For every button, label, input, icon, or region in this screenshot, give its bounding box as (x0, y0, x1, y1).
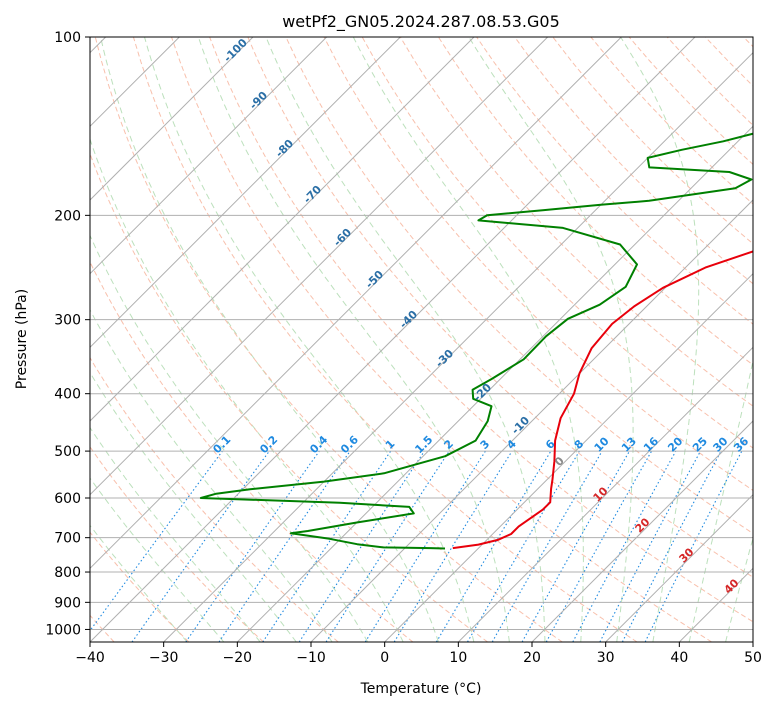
y-tick-label: 200 (54, 208, 81, 224)
dry-adiabat-line (744, 37, 775, 642)
y-tick-label: 600 (54, 491, 81, 507)
moist-adiabat-label: 40 (722, 576, 742, 596)
dry-adiabat-line (438, 37, 775, 642)
dry-adiabat-line (19, 37, 413, 642)
x-tick-label: −20 (223, 650, 253, 666)
moist-adiabat-label: 30 (677, 545, 697, 565)
dry-adiabat-line (553, 37, 775, 642)
x-tick-label: 10 (449, 650, 467, 666)
dry-adiabat-label: -70 (301, 183, 324, 206)
isotherm-line (164, 37, 769, 642)
x-tick-label: 40 (670, 650, 688, 666)
y-tick-label: 100 (54, 30, 81, 46)
x-tick-label: 50 (744, 650, 762, 666)
mixing-ratio-line (573, 451, 676, 642)
dry-adiabat-label: -10 (509, 414, 532, 437)
x-tick-label: −10 (296, 650, 326, 666)
y-tick-label: 800 (54, 565, 81, 581)
mixing-ratio-line (82, 451, 223, 642)
x-tick-label: 0 (380, 650, 389, 666)
isotherm-line (532, 37, 775, 642)
mixing-ratio-line (436, 451, 551, 642)
moist-adiabat-label: 10 (591, 484, 611, 504)
mixing-ratio-label: 0.4 (307, 433, 330, 456)
isotherm-line (385, 37, 775, 642)
dry-adiabat-line (0, 37, 263, 642)
mixing-ratio-line (622, 451, 721, 642)
x-tick-label: −30 (149, 650, 179, 666)
y-axis-label: Pressure (hPa) (14, 289, 30, 389)
x-tick-label: 20 (523, 650, 541, 666)
temperature-profile-line (453, 37, 775, 548)
dry-adiabat-line (362, 37, 775, 642)
isotherm-line (458, 37, 775, 642)
moist-adiabat-line (0, 37, 260, 642)
dry-adiabat-label: -60 (331, 226, 354, 249)
mixing-ratio-line (299, 451, 424, 642)
moist-adiabat-line (32, 37, 368, 642)
isotherm-line (679, 37, 775, 642)
dry-adiabat-label: -90 (247, 89, 270, 112)
moist-adiabat-line (726, 37, 775, 642)
dry-adiabat-label: -80 (273, 137, 296, 160)
moist-adiabat-line (101, 37, 439, 642)
dry-adiabat-label: -100 (221, 36, 250, 65)
dry-adiabat-label: -40 (397, 308, 420, 331)
moist-adiabat-line (4, 37, 332, 642)
isotherm-line (753, 37, 775, 642)
mixing-ratio-label: 0.6 (338, 433, 361, 456)
x-axis-label: Temperature (°C) (360, 681, 482, 697)
dry-adiabat-line (172, 37, 712, 642)
y-tick-label: 300 (54, 313, 81, 329)
dry-adiabat-label: -30 (433, 347, 456, 370)
moist-adiabat-line (0, 37, 224, 642)
mixing-ratio-label: 0.1 (210, 433, 233, 456)
y-tick-label: 700 (54, 531, 81, 547)
isotherm-line (16, 37, 621, 642)
mixing-ratio-label: 1.5 (412, 433, 435, 456)
chart-title: wetPf2_GN05.2024.287.08.53.G05 (282, 12, 560, 32)
y-tick-label: 1000 (45, 622, 81, 638)
moist-adiabat-line (469, 37, 633, 642)
mixing-ratio-label: 3 (478, 437, 493, 452)
isotherm-line (0, 37, 327, 642)
isotherm-line (0, 37, 400, 642)
moist-adiabat-line (64, 37, 403, 642)
y-tick-label: 500 (54, 444, 81, 460)
mixing-ratio-label: 13 (619, 435, 639, 455)
dry-adiabat-line (133, 37, 637, 642)
mixing-ratio-label: 25 (690, 435, 710, 455)
isotherm-line (90, 37, 695, 642)
y-tick-label: 900 (54, 595, 81, 611)
x-tick-label: −40 (75, 650, 105, 666)
y-tick-label: 400 (54, 387, 81, 403)
dry-adiabat-line (705, 37, 775, 642)
x-tick-label: 30 (597, 650, 615, 666)
isotherm-line (0, 37, 474, 642)
moist-adiabat-label: 20 (633, 515, 653, 535)
dry-adiabat-label: -20 (471, 381, 494, 404)
dry-adiabat-line (57, 37, 488, 642)
mixing-ratio-line (546, 451, 651, 642)
moist-adiabat-line (689, 37, 775, 642)
isotherm-line (237, 37, 775, 642)
dry-adiabat-label: -50 (363, 268, 386, 291)
dry-adiabat-line (0, 37, 338, 642)
mixing-ratio-label: 4 (504, 437, 519, 452)
moist-adiabat-line (762, 37, 775, 642)
